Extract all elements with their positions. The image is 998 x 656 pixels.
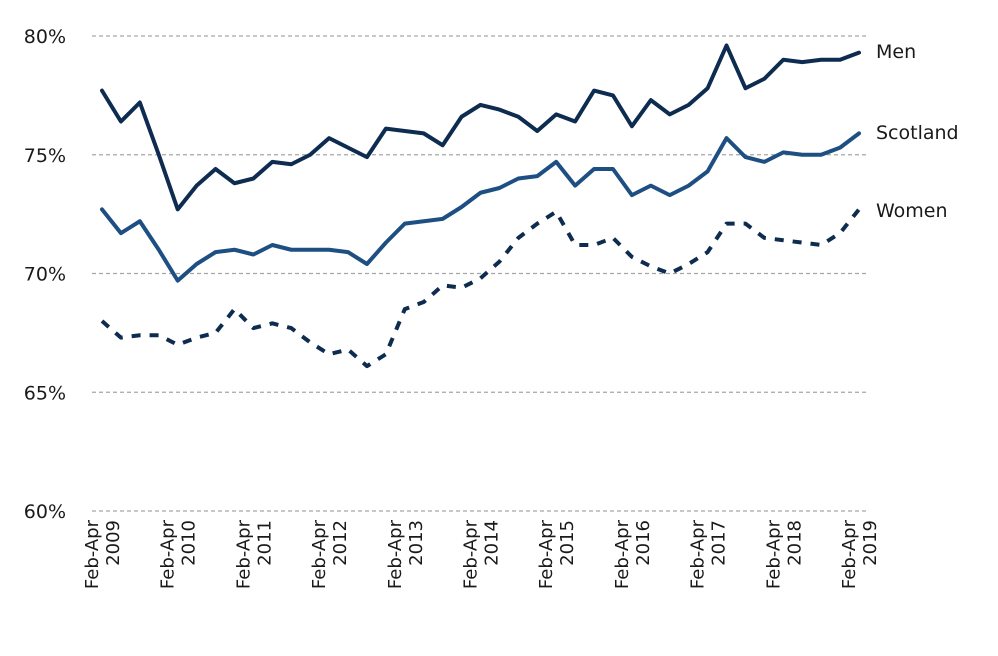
x-tick-period: Feb-Apr <box>233 519 254 589</box>
y-axis: 60% 65% 70% 75% 80% <box>24 26 66 523</box>
series-line-scotland <box>100 131 861 283</box>
series-label-women: Women <box>876 200 948 222</box>
x-tick-year: 2011 <box>254 520 275 566</box>
x-tick-year: 2018 <box>784 520 805 566</box>
x-tick-period: Feb-Apr <box>158 519 179 589</box>
x-tick-year: 2015 <box>557 520 578 566</box>
x-tick-period: Feb-Apr <box>82 519 103 589</box>
series-line-women <box>100 208 861 369</box>
x-tick-label: Feb-Apr 2019 <box>839 519 881 589</box>
x-tick-period: Feb-Apr <box>461 519 482 589</box>
y-tick-label: 75% <box>24 145 66 167</box>
x-tick-label: Feb-Apr 2018 <box>763 519 805 589</box>
x-tick-label: Feb-Apr 2009 <box>82 519 124 589</box>
x-tick-period: Feb-Apr <box>688 519 709 589</box>
x-tick-label: Feb-Apr 2015 <box>536 519 578 589</box>
series-label-scotland: Scotland <box>876 122 959 144</box>
x-tick-label: Feb-Apr 2016 <box>612 519 654 589</box>
x-tick-year: 2009 <box>103 520 124 566</box>
x-tick-label: Feb-Apr 2014 <box>461 519 503 589</box>
y-tick-label: 70% <box>24 264 66 286</box>
x-tick-year: 2016 <box>633 520 654 566</box>
x-tick-year: 2012 <box>330 520 351 566</box>
series-labels: Men Scotland Women <box>876 41 959 222</box>
x-tick-label: Feb-Apr 2011 <box>233 519 275 589</box>
x-tick-period: Feb-Apr <box>536 519 557 589</box>
x-tick-label: Feb-Apr 2017 <box>688 519 730 589</box>
x-tick-period: Feb-Apr <box>385 519 406 589</box>
series-line-men <box>100 43 861 212</box>
x-tick-label: Feb-Apr 2010 <box>158 519 200 589</box>
series-lines <box>100 43 861 369</box>
x-tick-period: Feb-Apr <box>763 519 784 589</box>
x-tick-year: 2013 <box>406 520 427 566</box>
gridlines <box>92 35 868 512</box>
y-tick-label: 65% <box>24 382 66 404</box>
x-tick-year: 2010 <box>179 520 200 566</box>
series-label-men: Men <box>876 41 916 63</box>
x-tick-period: Feb-Apr <box>839 519 860 589</box>
x-tick-year: 2017 <box>709 520 730 566</box>
x-tick-period: Feb-Apr <box>309 519 330 589</box>
x-axis: Feb-Apr 2009 Feb-Apr 2010 Feb-Apr 2011 Feb-Apr… <box>82 519 881 589</box>
x-tick-label: Feb-Apr 2013 <box>385 519 427 589</box>
x-tick-label: Feb-Apr 2012 <box>309 519 351 589</box>
x-tick-year: 2019 <box>860 520 881 566</box>
x-tick-year: 2014 <box>482 520 503 566</box>
x-tick-period: Feb-Apr <box>612 519 633 589</box>
y-tick-label: 60% <box>24 501 66 523</box>
y-tick-label: 80% <box>24 26 66 48</box>
